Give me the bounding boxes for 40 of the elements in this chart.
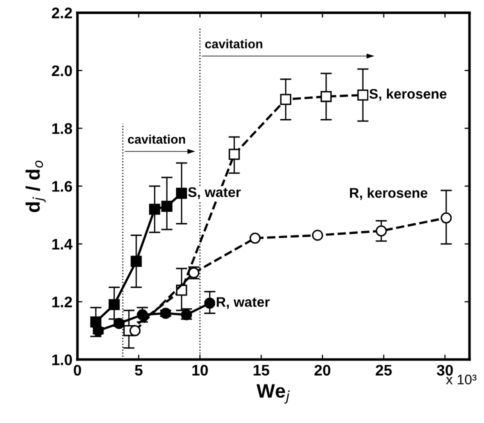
x-tick-label: 5 bbox=[134, 364, 143, 376]
text: x 10³ bbox=[446, 374, 476, 384]
series-label: R, kerosene bbox=[350, 188, 428, 200]
x-tick-label: 15 bbox=[254, 364, 270, 376]
point bbox=[228, 148, 240, 160]
point bbox=[376, 225, 387, 236]
point bbox=[130, 256, 142, 267]
point bbox=[204, 298, 216, 309]
series-label: R, water bbox=[216, 297, 270, 309]
ref-line-label: cavitation bbox=[205, 39, 262, 48]
x-axis-title: We$_{j}$ bbox=[256, 384, 290, 404]
y-tick-label: 1.0 bbox=[52, 354, 72, 366]
y-tick-label: 1.2 bbox=[52, 296, 72, 308]
series-label: S, water bbox=[188, 187, 241, 200]
y-tick-label: 2.0 bbox=[52, 65, 72, 76]
y-axis-title: d$_{j}$ / d$_{o}$ bbox=[26, 160, 46, 212]
point bbox=[108, 299, 120, 310]
point bbox=[160, 308, 172, 319]
point bbox=[129, 325, 141, 336]
point bbox=[176, 188, 188, 199]
x-tick-label: 25 bbox=[376, 364, 392, 376]
point bbox=[312, 230, 324, 241]
point bbox=[280, 94, 292, 105]
point bbox=[161, 200, 172, 212]
series-label: S, kerosene bbox=[369, 88, 447, 101]
ref-line-label: cavitation bbox=[128, 134, 186, 144]
point bbox=[149, 204, 160, 215]
point bbox=[440, 212, 452, 224]
x-tick-label: 20 bbox=[314, 364, 330, 376]
point bbox=[136, 309, 148, 320]
x-tick-label: 10 bbox=[192, 364, 208, 376]
point bbox=[357, 90, 368, 101]
y-tick-label: 1.4 bbox=[52, 238, 72, 250]
y-tick-label: 2.2 bbox=[52, 8, 72, 18]
x-tick-label: 0 bbox=[74, 364, 82, 376]
y-tick-label: 1.8 bbox=[52, 123, 72, 134]
x-tick-label: 30 bbox=[436, 364, 453, 376]
y-tick-label: 1.6 bbox=[52, 180, 72, 192]
point bbox=[250, 232, 261, 244]
point bbox=[320, 90, 332, 102]
